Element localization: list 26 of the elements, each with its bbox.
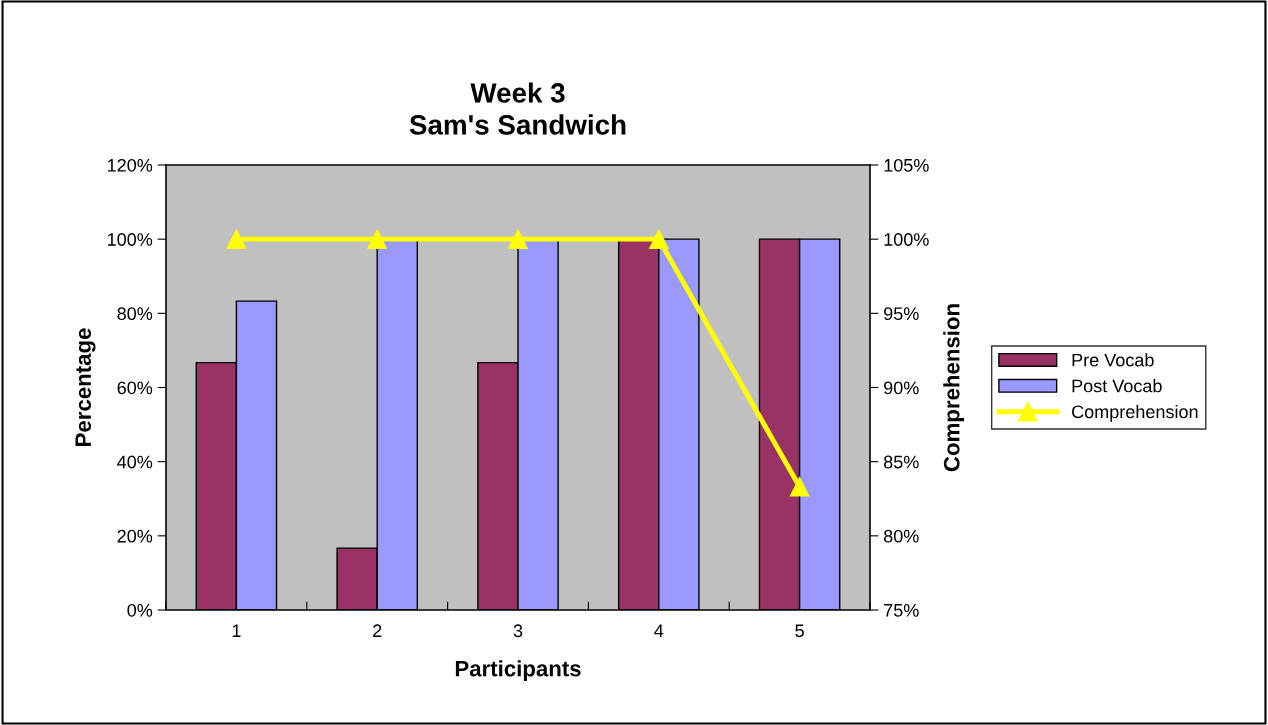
x-tick-label: 2	[373, 624, 382, 637]
y2-tick-label: 105%	[884, 158, 929, 172]
legend-label: Pre Vocab	[1072, 353, 1154, 367]
chart-title: Week 3 Sam's Sandwich	[409, 82, 626, 135]
legend-label: Comprehension	[1072, 404, 1198, 422]
y-tick-label: 80%	[117, 307, 153, 321]
y2-tick-label: 85%	[883, 455, 919, 469]
x-tick-label: 1	[232, 624, 241, 637]
x-axis-title: Participants	[455, 660, 581, 681]
legend-label: Post Vocab	[1072, 379, 1162, 393]
y-tick-label: 40%	[117, 455, 153, 469]
y-tick-label: 120%	[108, 158, 153, 172]
y2-axis-title: Comprehension	[943, 304, 964, 472]
y-tick-label: 100%	[108, 233, 153, 246]
y-tick-label: 0%	[127, 603, 153, 617]
y-tick-label: 60%	[117, 381, 153, 395]
y2-tick-label: 75%	[884, 604, 919, 617]
y2-tick-label: 80%	[883, 529, 919, 543]
y-tick-label: 20%	[117, 529, 153, 543]
y2-tick-label: 100%	[884, 233, 929, 246]
y-axis-title: Percentage	[75, 328, 96, 446]
y2-tick-label: 95%	[884, 307, 919, 321]
x-tick-label: 3	[513, 624, 523, 638]
x-tick-label: 5	[795, 624, 804, 638]
x-tick-label: 4	[654, 624, 664, 637]
y2-tick-label: 90%	[884, 381, 919, 395]
